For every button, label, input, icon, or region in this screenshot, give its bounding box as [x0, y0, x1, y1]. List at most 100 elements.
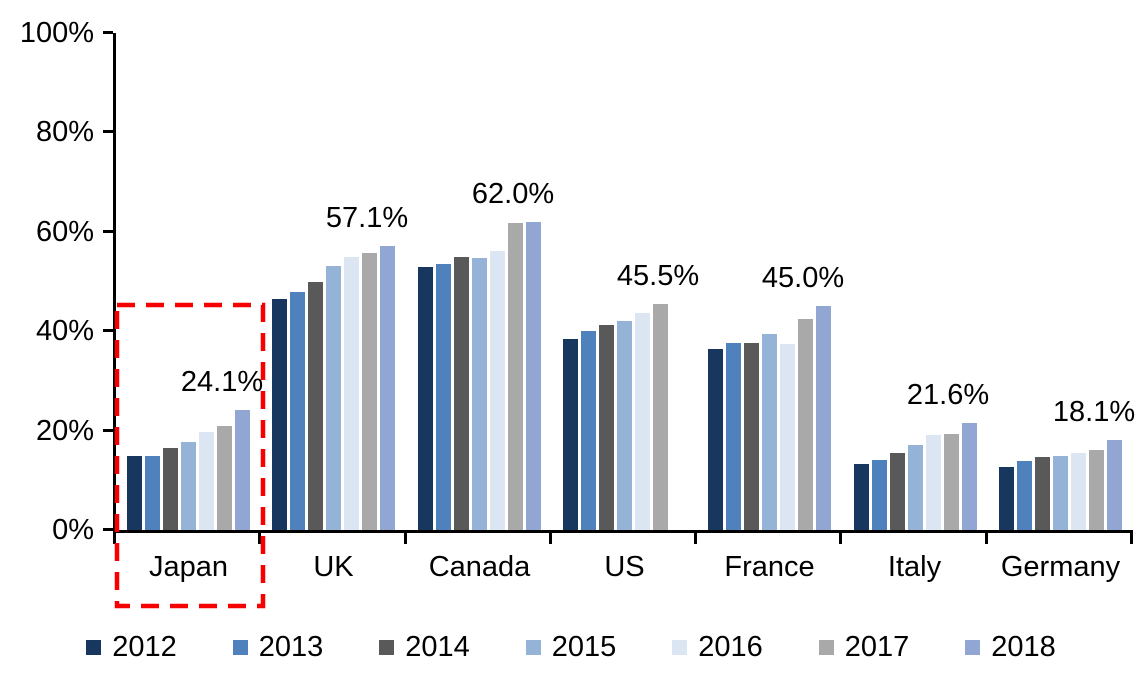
- bar-france-2014: [744, 343, 759, 530]
- data-label-italy: 21.6%: [906, 379, 990, 411]
- bar-japan-2018: [235, 410, 250, 530]
- bar-france-2015: [762, 334, 777, 530]
- legend-swatch-2015: [525, 639, 541, 655]
- bar-canada-2015: [472, 258, 487, 530]
- y-tick-mark: [103, 428, 113, 432]
- bar-japan-2016: [199, 432, 214, 530]
- y-tick-label: 100%: [19, 17, 94, 49]
- x-tick-mark: [549, 533, 552, 544]
- bar-japan-2012: [127, 456, 142, 530]
- legend-label-2017: 2017: [844, 631, 910, 663]
- legend-item-2017: 2017: [818, 631, 910, 663]
- data-label-canada: 62.0%: [471, 178, 555, 210]
- bar-france-2018: [816, 306, 831, 530]
- data-label-japan: 24.1%: [180, 366, 264, 398]
- legend-item-2012: 2012: [86, 631, 177, 663]
- bar-canada-2012: [418, 267, 433, 530]
- bar-canada-2018: [526, 222, 541, 530]
- category-label-canada: Canada: [428, 551, 531, 583]
- legend-item-2016: 2016: [672, 631, 763, 663]
- bar-germany-2015: [1053, 456, 1068, 530]
- legend-label-2015: 2015: [551, 631, 617, 663]
- category-label-uk: UK: [313, 551, 354, 583]
- bar-france-2016: [780, 344, 795, 530]
- category-label-japan: Japan: [148, 551, 228, 583]
- bar-france-2013: [726, 343, 741, 530]
- y-tick-mark: [103, 528, 113, 531]
- legend-swatch-2013: [232, 639, 248, 655]
- y-tick-mark: [103, 130, 113, 134]
- bar-canada-2013: [436, 264, 451, 530]
- y-tick-mark: [103, 229, 113, 233]
- bar-us-2014: [599, 325, 614, 530]
- legend-swatch-2014: [379, 639, 395, 655]
- bar-germany-2014: [1035, 457, 1050, 530]
- x-tick-mark: [258, 533, 261, 544]
- bar-us-2016: [635, 313, 650, 530]
- y-tick-label: 20%: [35, 414, 94, 447]
- y-tick-label: 60%: [35, 215, 94, 248]
- data-label-uk: 57.1%: [325, 202, 409, 234]
- bar-us-2015: [617, 321, 632, 530]
- bar-germany-2017: [1089, 450, 1104, 530]
- bar-japan-2015: [181, 442, 196, 530]
- bar-italy-2014: [890, 453, 905, 530]
- x-tick-mark: [113, 533, 116, 544]
- bar-italy-2015: [908, 445, 923, 530]
- data-label-germany: 18.1%: [1052, 396, 1136, 428]
- bar-france-2012: [708, 349, 723, 530]
- legend: 2012 2013 2014 2015 2016 2017 2018: [0, 631, 1142, 663]
- legend-swatch-2018: [965, 639, 981, 655]
- legend-label-2014: 2014: [405, 631, 470, 663]
- bar-japan-2013: [145, 456, 160, 530]
- x-tick-mark: [1130, 533, 1133, 544]
- bar-germany-2013: [1017, 461, 1032, 530]
- legend-item-2015: 2015: [525, 631, 617, 663]
- category-label-germany: Germany: [1000, 551, 1121, 583]
- bar-uk-2015: [326, 266, 341, 530]
- legend-item-2014: 2014: [379, 631, 470, 663]
- bar-canada-2017: [508, 223, 523, 530]
- bar-uk-2012: [272, 299, 287, 530]
- x-tick-mark: [694, 533, 697, 544]
- legend-item-2018: 2018: [965, 631, 1056, 663]
- legend-label-2013: 2013: [258, 631, 324, 663]
- plot-area: [113, 33, 1133, 533]
- x-tick-mark: [839, 533, 842, 544]
- bar-italy-2018: [962, 423, 977, 530]
- bar-uk-2016: [344, 257, 359, 530]
- y-tick-label: 40%: [35, 315, 94, 348]
- y-tick-label: 80%: [35, 116, 94, 149]
- legend-label-2012: 2012: [112, 631, 177, 663]
- bar-japan-2017: [217, 426, 232, 530]
- bar-us-2013: [581, 331, 596, 530]
- bar-italy-2012: [854, 464, 869, 530]
- bar-us-2017: [653, 304, 668, 530]
- bar-germany-2016: [1071, 453, 1086, 530]
- y-tick-mark: [103, 31, 113, 34]
- x-tick-mark: [985, 533, 988, 544]
- bar-japan-2014: [163, 448, 178, 530]
- bar-italy-2013: [872, 460, 887, 530]
- legend-label-2016: 2016: [698, 631, 763, 663]
- bar-france-2017: [798, 319, 813, 530]
- bar-germany-2018: [1107, 440, 1122, 530]
- y-tick-label: 0%: [52, 514, 94, 546]
- legend-swatch-2012: [86, 639, 102, 655]
- bar-italy-2017: [944, 434, 959, 530]
- bar-germany-2012: [999, 467, 1014, 530]
- y-tick-mark: [103, 329, 113, 333]
- bar-canada-2016: [490, 251, 505, 530]
- legend-label-2018: 2018: [991, 631, 1056, 663]
- legend-swatch-2016: [672, 639, 688, 655]
- category-label-italy: Italy: [887, 551, 942, 583]
- category-label-france: France: [724, 551, 815, 583]
- bar-uk-2013: [290, 292, 305, 530]
- data-label-us: 45.5%: [616, 260, 700, 292]
- bar-uk-2014: [308, 282, 323, 530]
- data-label-france: 45.0%: [761, 262, 845, 294]
- bar-uk-2017: [362, 253, 377, 530]
- bar-us-2012: [563, 339, 578, 530]
- x-tick-mark: [404, 533, 407, 544]
